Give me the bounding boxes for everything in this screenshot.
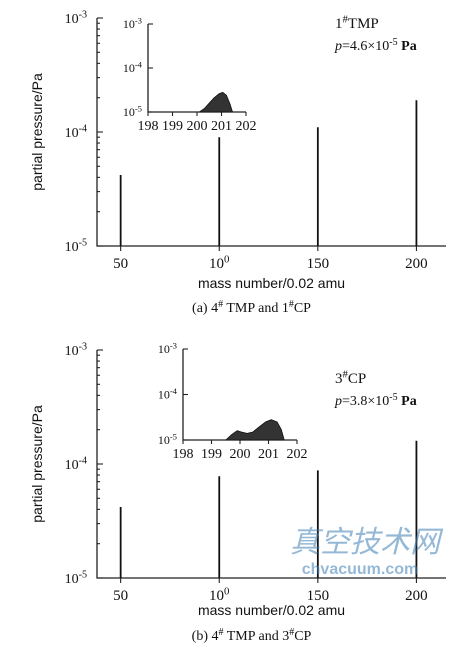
x-tick-label: 200 — [405, 256, 428, 272]
x-tick-label: 100 — [209, 253, 229, 272]
inset-peak-profile — [198, 91, 234, 113]
inset-y-tick-label: 10-3 — [123, 15, 142, 31]
inset-y-tick-label: 10-5 — [158, 431, 177, 447]
chart-panel-a: 50 100 150 200 10-5 10-4 10-3 mass number/0.02 … — [29, 10, 446, 316]
inset-x-tick-label: 201 — [211, 119, 232, 134]
inset-chart: 198 199 200 201 202 10-5 10-4 10-3 — [123, 15, 257, 134]
inset-x-tick-label: 198 — [138, 119, 159, 134]
x-tick-label: 150 — [307, 588, 330, 604]
y-tick-label: 10-3 — [65, 10, 87, 27]
inset-x-tick-label: 199 — [201, 447, 222, 462]
x-tick-label: 50 — [113, 256, 128, 272]
inset-chart: 198 199 200 201 202 10-5 10-4 10-3 — [158, 340, 308, 462]
legend-label: 1#TMP — [335, 13, 379, 32]
x-tick-label: 200 — [405, 588, 428, 604]
inset-y-tick-label: 10-3 — [158, 340, 177, 356]
legend-label: 3#CP — [335, 368, 366, 387]
x-axis-label: mass number/0.02 amu — [198, 602, 345, 618]
inset-x-tick-label: 198 — [173, 447, 194, 462]
inset-x-tick-label: 201 — [258, 447, 279, 462]
x-tick-label: 150 — [307, 256, 330, 272]
inset-x-tick-label: 200 — [187, 119, 208, 134]
y-tick-label: 10-4 — [65, 124, 87, 141]
y-tick-label: 10-5 — [65, 570, 87, 587]
watermark-logo: 真空技术网 chvacuum.com — [290, 526, 444, 578]
caption: (b) 4# TMP and 3#CP — [192, 627, 312, 644]
watermark-brand: 真空技术网 — [290, 526, 444, 559]
x-axis-label: mass number/0.02 amu — [198, 275, 345, 291]
y-tick-label: 10-3 — [65, 342, 87, 359]
chart-panel-b: 50 100 150 200 10-5 10-4 10-3 mass number/0.02 … — [29, 340, 446, 644]
inset-x-tick-label: 202 — [287, 447, 308, 462]
inset-x-tick-label: 200 — [230, 447, 251, 462]
legend-pressure: p=4.6×10-5 Pa — [334, 37, 417, 54]
x-tick-label: 50 — [113, 588, 128, 604]
watermark-url: chvacuum.com — [302, 561, 418, 578]
y-axis-label: partial pressure/Pa — [29, 73, 45, 191]
inset-y-tick-label: 10-4 — [158, 386, 178, 402]
inset-x-tick-label: 202 — [236, 119, 257, 134]
caption: (a) 4# TMP and 1#CP — [192, 299, 311, 316]
inset-y-tick-label: 10-5 — [123, 103, 142, 119]
inset-axes — [147, 24, 246, 113]
x-tick-label: 100 — [209, 585, 229, 604]
y-tick-label: 10-5 — [65, 238, 87, 255]
inset-peak-profile — [224, 419, 285, 441]
y-tick-label: 10-4 — [65, 456, 87, 473]
legend-pressure: p=3.8×10-5 Pa — [334, 392, 417, 409]
inset-x-tick-label: 199 — [162, 119, 183, 134]
inset-y-tick-label: 10-4 — [123, 59, 143, 75]
y-axis-label: partial pressure/Pa — [29, 405, 45, 523]
